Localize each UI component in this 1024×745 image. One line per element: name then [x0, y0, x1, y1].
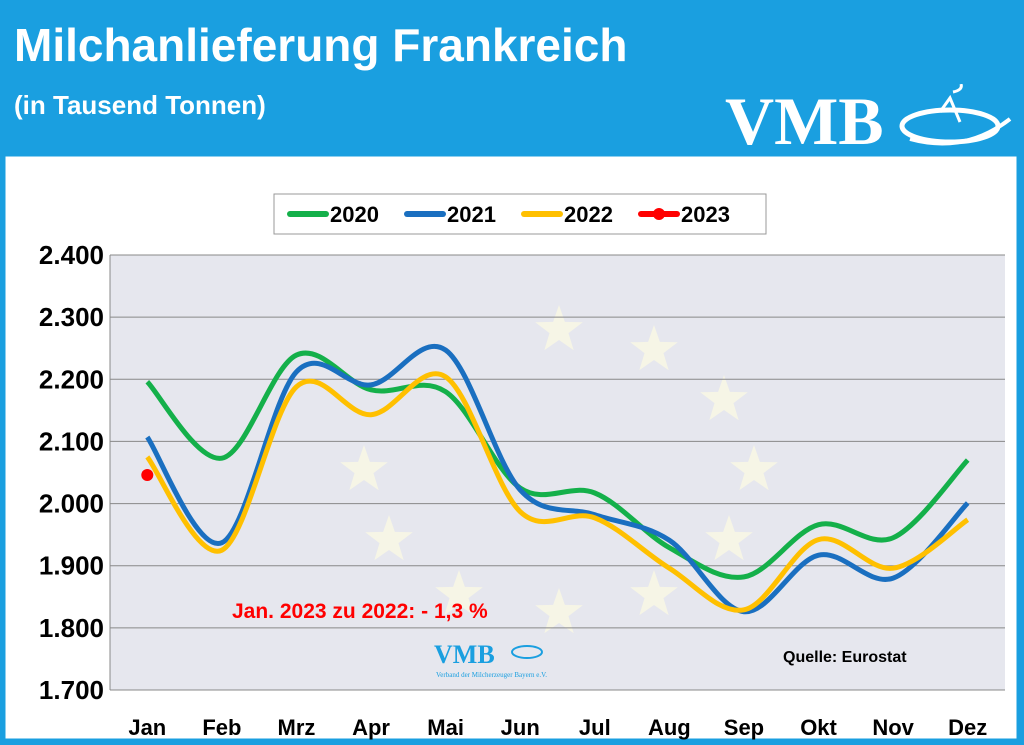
eu-star-icon	[535, 305, 583, 351]
eu-star-icon	[630, 325, 678, 371]
eu-star-icon	[340, 445, 388, 491]
eu-star-icon	[705, 515, 753, 561]
page-subtitle: (in Tausend Tonnen)	[14, 90, 266, 120]
legend: 2020 2021 2022 2023	[273, 193, 767, 235]
y-tick-label: 2.300	[39, 302, 104, 332]
y-tick-label: 2.000	[39, 489, 104, 519]
eu-star-icon	[365, 515, 413, 561]
watermark-logo-text: VMB	[434, 640, 495, 669]
y-tick-label: 1.900	[39, 551, 104, 581]
x-tick-label: Mai	[427, 715, 464, 740]
eu-star-icon	[535, 588, 583, 634]
y-tick-label: 1.800	[39, 613, 104, 643]
x-tick-label: Jul	[579, 715, 611, 740]
series-line-2021	[145, 343, 970, 615]
series-line-2022	[145, 371, 970, 613]
vmb-logo: VMB	[725, 84, 1012, 150]
eu-star-icon	[630, 570, 678, 616]
watermark-logo-subtext: Verband der Milcherzeuger Bayern e.V.	[436, 671, 547, 679]
change-annotation: Jan. 2023 zu 2022: - 1,3 %	[232, 600, 488, 623]
y-tick-label: 2.100	[39, 426, 104, 456]
x-tick-label: Jan	[128, 715, 166, 740]
legend-label-2023: 2023	[681, 202, 730, 227]
watermark-logo-icon	[511, 645, 543, 659]
chart: 1.700 1.800 1.900 2.000 2.100 2.200 2.300 2.400…	[2, 153, 1020, 742]
series-line-2020	[145, 350, 970, 580]
x-tick-label: Nov	[872, 715, 914, 740]
x-tick-label: Dez	[948, 715, 987, 740]
header: Milchanlieferung Frankreich (in Tausend …	[0, 0, 1024, 150]
x-tick-label: Jun	[501, 715, 540, 740]
x-tick-label: Aug	[648, 715, 691, 740]
chart-panel: 1.700 1.800 1.900 2.000 2.100 2.200 2.300 2.400…	[2, 153, 1020, 742]
source-note: Quelle: Eurostat	[783, 649, 907, 666]
eu-star-icon	[435, 570, 483, 616]
legend-marker-2023	[653, 208, 665, 220]
eu-star-icon	[700, 375, 748, 421]
x-tick-label: Okt	[800, 715, 837, 740]
x-tick-label: Apr	[352, 715, 390, 740]
svg-text:VMB: VMB	[725, 84, 884, 150]
x-tick-label: Mrz	[278, 715, 316, 740]
data-point-2023	[141, 468, 154, 481]
y-tick-label: 2.200	[39, 364, 104, 394]
eu-star-icon	[730, 445, 778, 491]
page-title: Milchanlieferung Frankreich	[14, 19, 628, 71]
legend-label-2021: 2021	[447, 202, 496, 227]
y-tick-label: 2.400	[39, 240, 104, 270]
legend-label-2022: 2022	[564, 202, 613, 227]
legend-label-2020: 2020	[330, 202, 379, 227]
legend-box	[273, 193, 767, 235]
vmb-watermark-logo: VMB Verband der Milcherzeuger Bayern e.V.	[434, 640, 547, 679]
x-tick-label: Sep	[724, 715, 764, 740]
y-tick-label: 1.700	[39, 675, 104, 705]
x-tick-label: Feb	[202, 715, 241, 740]
